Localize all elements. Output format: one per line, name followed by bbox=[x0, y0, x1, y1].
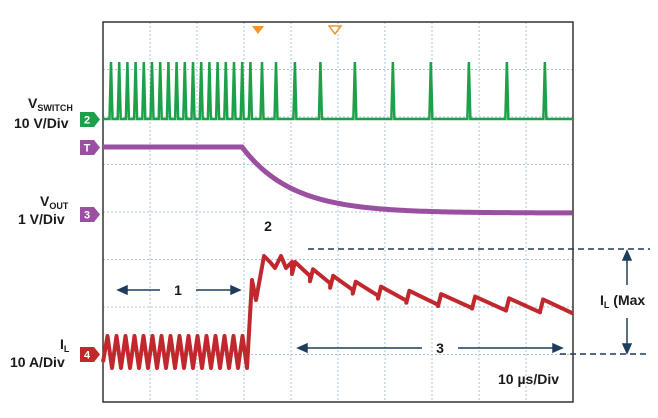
channel-4-marker: 4 bbox=[80, 347, 100, 362]
trigger-level-marker: T bbox=[80, 140, 100, 155]
cursor-marker bbox=[327, 25, 343, 36]
waveforms bbox=[101, 61, 574, 370]
vout-waveform bbox=[103, 144, 573, 216]
channel-scale: 1 V/Div bbox=[18, 211, 65, 227]
channel-label: IL bbox=[60, 336, 70, 354]
frame bbox=[102, 21, 574, 403]
marker-label: 3 bbox=[84, 210, 90, 222]
phase-label: 2 bbox=[264, 218, 272, 234]
marker-label: 4 bbox=[84, 350, 91, 362]
il-max-label: IL (Max bbox=[600, 292, 645, 310]
marker-label: 2 bbox=[84, 115, 90, 127]
phase-label: 3 bbox=[436, 340, 444, 356]
annotation-arrows bbox=[116, 248, 650, 355]
phase-label: 1 bbox=[174, 282, 182, 298]
inductor-current-waveform bbox=[101, 254, 574, 370]
switch-waveform bbox=[103, 61, 573, 121]
channel-scale: 10 A/Div bbox=[10, 354, 65, 370]
channel-label: VOUT bbox=[40, 193, 69, 211]
channel-label: VSWITCH bbox=[28, 95, 73, 113]
trigger-marker bbox=[252, 26, 264, 34]
timebase: 10 µs/Div bbox=[498, 371, 559, 387]
marker-label: T bbox=[84, 143, 91, 155]
channel-3-marker: 3 bbox=[80, 207, 100, 222]
channel-2-marker: 2 bbox=[80, 112, 100, 127]
channel-scale: 10 V/Div bbox=[14, 115, 69, 131]
